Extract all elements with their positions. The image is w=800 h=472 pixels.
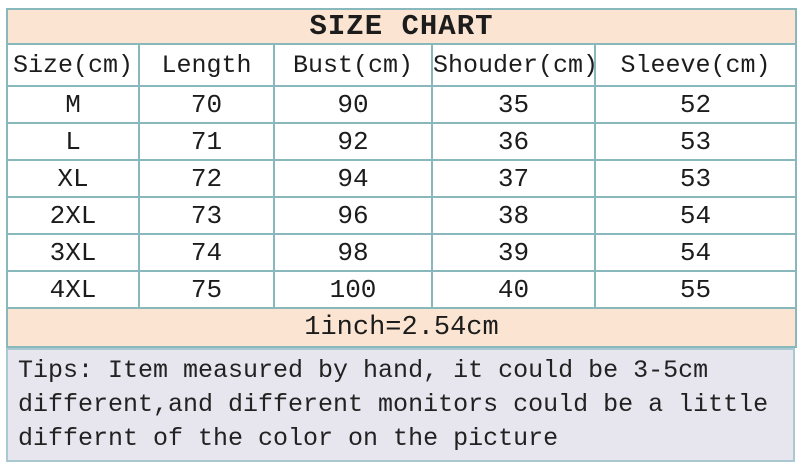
cell-bust: 94 xyxy=(273,159,433,198)
cell-length: 74 xyxy=(138,233,275,272)
cell-shoulder: 38 xyxy=(431,196,596,235)
table-row-m: M 70 90 35 52 xyxy=(6,85,798,124)
cell-size: M xyxy=(6,85,140,124)
cell-sleeve: 53 xyxy=(593,159,798,198)
cell-sleeve: 54 xyxy=(593,196,798,235)
cell-shoulder: 40 xyxy=(431,270,596,309)
cell-sleeve: 54 xyxy=(593,233,798,272)
table-row-2xl: 2XL 73 96 38 54 xyxy=(6,196,798,235)
cell-length: 70 xyxy=(138,85,275,124)
cell-size: XL xyxy=(6,159,140,198)
header-row: Size(cm) Length Bust(cm) Shouder(cm) Sle… xyxy=(6,43,798,87)
cell-size: 2XL xyxy=(6,196,140,235)
cell-shoulder: 36 xyxy=(431,122,596,161)
cell-size: 4XL xyxy=(6,270,140,309)
table-row-4xl: 4XL 75 100 40 55 xyxy=(6,270,798,309)
size-chart-sheet: SIZE CHART Size(cm) Length Bust(cm) Shou… xyxy=(5,8,798,348)
tips-line-3: differnt of the color on the picture xyxy=(18,424,559,453)
column-header-sleeve: Sleeve(cm) xyxy=(593,43,798,87)
table-row-3xl: 3XL 74 98 39 54 xyxy=(6,233,798,272)
table-row-xl: XL 72 94 37 53 xyxy=(6,159,798,198)
column-header-length: Length xyxy=(138,43,275,87)
table-row-l: L 71 92 36 53 xyxy=(6,122,798,161)
tips-line-2: different,and different monitors could b… xyxy=(18,390,769,419)
cell-bust: 90 xyxy=(273,85,433,124)
size-chart-table: SIZE CHART Size(cm) Length Bust(cm) Shou… xyxy=(5,8,798,348)
cell-length: 73 xyxy=(138,196,275,235)
conversion-note: 1inch=2.54cm xyxy=(5,307,798,348)
cell-size: L xyxy=(6,122,140,161)
page-title: SIZE CHART xyxy=(5,8,798,45)
cell-bust: 92 xyxy=(273,122,433,161)
tips-box: Tips: Item measured by hand, it could be… xyxy=(6,348,795,462)
cell-shoulder: 39 xyxy=(431,233,596,272)
cell-length: 72 xyxy=(138,159,275,198)
tips-line-1: Tips: Item measured by hand, it could be… xyxy=(18,356,709,385)
cell-length: 75 xyxy=(138,270,275,309)
cell-size: 3XL xyxy=(6,233,140,272)
cell-sleeve: 53 xyxy=(593,122,798,161)
cell-bust: 98 xyxy=(273,233,433,272)
column-header-size: Size(cm) xyxy=(6,43,140,87)
cell-bust: 100 xyxy=(273,270,433,309)
column-header-bust: Bust(cm) xyxy=(273,43,433,87)
cell-shoulder: 35 xyxy=(431,85,596,124)
cell-shoulder: 37 xyxy=(431,159,596,198)
cell-length: 71 xyxy=(138,122,275,161)
column-header-shoulder: Shouder(cm) xyxy=(431,43,598,87)
cell-bust: 96 xyxy=(273,196,433,235)
title-row: SIZE CHART xyxy=(5,8,798,45)
conversion-note-row: 1inch=2.54cm xyxy=(5,307,798,348)
cell-sleeve: 55 xyxy=(593,270,798,309)
cell-sleeve: 52 xyxy=(593,85,798,124)
